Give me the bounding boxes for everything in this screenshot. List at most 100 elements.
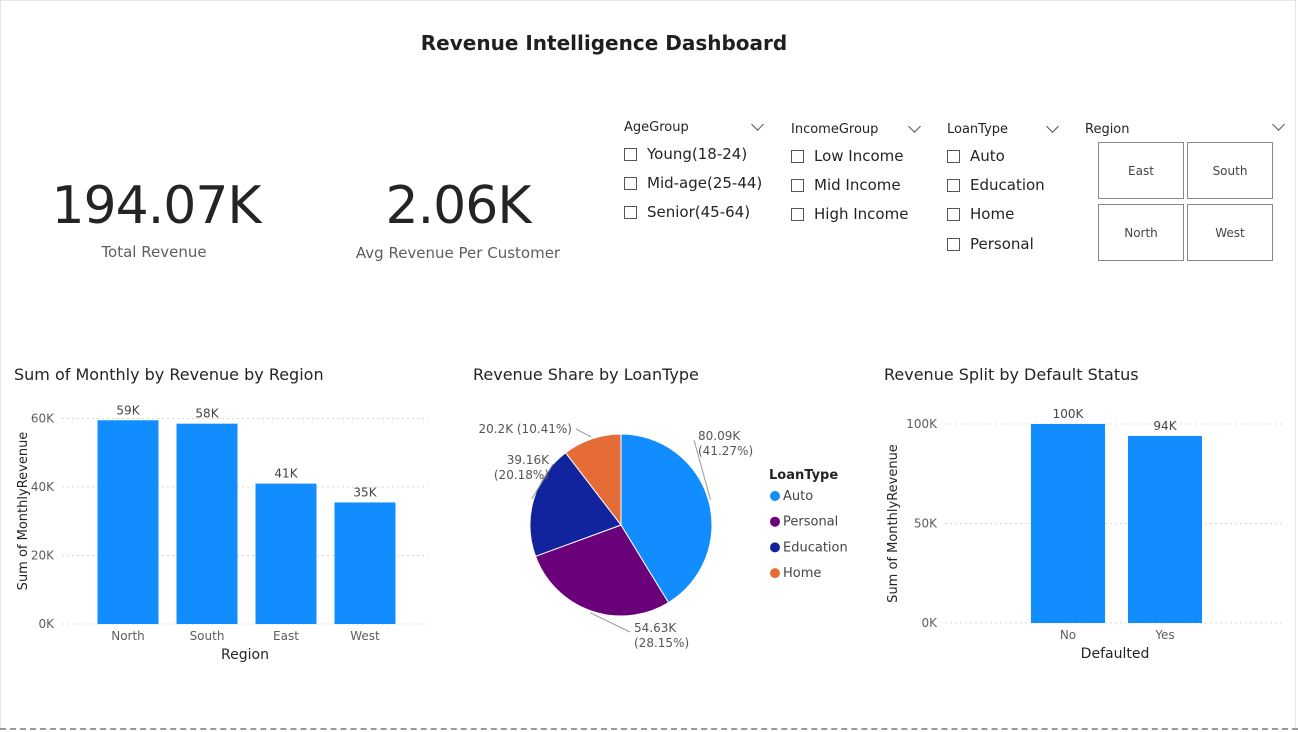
checkbox[interactable] — [624, 205, 637, 219]
data-label: 94K — [1153, 419, 1177, 433]
checkbox[interactable] — [624, 147, 637, 161]
bar-south — [176, 423, 238, 624]
y-tick-label: 20K — [31, 549, 55, 563]
x-tick-label: South — [190, 629, 225, 643]
legend-marker — [770, 568, 780, 579]
x-tick-label: No — [1060, 628, 1076, 642]
y-tick-label: 0K — [38, 617, 55, 631]
y-tick-label: 50K — [914, 517, 938, 531]
region-tile-west[interactable]: West — [1187, 204, 1273, 261]
data-label-value: 80.09K — [698, 429, 741, 443]
x-axis-title: Region — [221, 647, 269, 663]
option-label: Senior(45-64) — [647, 203, 751, 221]
bar-yes — [1128, 435, 1202, 623]
x-tick-label: North — [111, 629, 145, 643]
checkbox[interactable] — [947, 237, 960, 251]
region-chart-title: Sum of Monthly by Revenue by Region — [14, 365, 324, 384]
legend-item-personal: Personal — [783, 515, 838, 530]
legend-item-education: Education — [783, 540, 848, 555]
checkbox[interactable] — [791, 149, 804, 163]
option-label: Education — [970, 176, 1045, 194]
agegroup-option-senior[interactable]: Senior(45-64) — [624, 203, 750, 221]
default-chart-title: Revenue Split by Default Status — [884, 365, 1139, 384]
y-axis-title: Sum of MonthlyRevenue — [886, 444, 901, 603]
loantype-option-education[interactable]: Education — [947, 176, 1045, 194]
checkbox[interactable] — [624, 176, 637, 190]
data-label: 35K — [353, 485, 377, 499]
option-label: Young(18-24) — [647, 145, 748, 163]
y-tick-label: 40K — [31, 480, 55, 494]
pie-slice-home — [564, 433, 622, 527]
region-slicer-title: Region — [1085, 122, 1130, 137]
checkbox[interactable] — [947, 178, 960, 192]
option-label: Mid-age(25-44) — [647, 174, 763, 192]
option-label: Low Income — [814, 147, 904, 165]
leader-line — [590, 612, 631, 633]
x-axis-title: Defaulted — [1081, 646, 1150, 662]
y-axis-title: Sum of MonthlyRevenue — [16, 432, 31, 591]
pie-slice-education — [529, 452, 622, 557]
total-revenue-value: 194.07K — [51, 176, 261, 236]
incomegroup-option-mid[interactable]: Mid Income — [791, 176, 901, 194]
incomegroup-option-high[interactable]: High Income — [791, 205, 908, 223]
agegroup-option-young[interactable]: Young(18-24) — [624, 145, 747, 163]
data-label: 58K — [195, 407, 219, 421]
page-title: Revenue Intelligence Dashboard — [420, 31, 788, 55]
legend-marker — [770, 542, 780, 553]
loantype-pie-chart: 80.09K(41.27%) 54.63K(28.15%) 39.16K(20.18… — [478, 422, 848, 650]
legend-title: LoanType — [769, 468, 838, 483]
data-label: 41K — [274, 467, 298, 481]
incomegroup-option-low[interactable]: Low Income — [791, 147, 904, 165]
leader-line — [575, 428, 592, 438]
region-tile-east[interactable]: East — [1098, 142, 1184, 199]
pie-slice-personal — [534, 524, 670, 617]
total-revenue-label: Total Revenue — [101, 243, 207, 261]
x-tick-label: East — [273, 629, 299, 643]
option-label: Auto — [970, 147, 1005, 165]
y-tick-label: 100K — [906, 417, 938, 431]
avg-revenue-label: Avg Revenue Per Customer — [355, 244, 561, 262]
avg-revenue-value: 2.06K — [385, 176, 532, 236]
legend-item-auto: Auto — [783, 489, 813, 504]
leader-line — [531, 463, 554, 500]
data-label: 59K — [116, 403, 140, 417]
page-bottom-border — [0, 728, 1298, 730]
bar-west — [334, 502, 396, 624]
default-bar-chart: 0K 50K 100K 100K No 94K Yes Defaulted Sum of Mon… — [886, 407, 1285, 662]
option-label: Mid Income — [814, 176, 901, 194]
y-tick-label: 0K — [921, 616, 938, 630]
bar-no — [1031, 424, 1105, 623]
bar-north — [97, 420, 159, 624]
legend-marker — [770, 516, 780, 527]
loantype-chart-title: Revenue Share by LoanType — [473, 365, 699, 384]
agegroup-slicer-title: AgeGroup — [624, 120, 689, 135]
incomegroup-slicer-title: IncomeGroup — [791, 122, 879, 137]
checkbox[interactable] — [791, 178, 804, 192]
loantype-option-home[interactable]: Home — [947, 205, 1014, 223]
checkbox[interactable] — [947, 149, 960, 163]
option-label: High Income — [814, 205, 909, 223]
region-tile-north[interactable]: North — [1098, 204, 1184, 261]
bar-east — [255, 483, 317, 624]
agegroup-option-mid-age[interactable]: Mid-age(25-44) — [624, 174, 762, 192]
x-tick-label: Yes — [1154, 628, 1174, 642]
region-tile-south[interactable]: South — [1187, 142, 1273, 199]
legend-marker — [770, 491, 780, 501]
checkbox[interactable] — [791, 207, 804, 221]
data-label-percent: (20.18%) — [494, 468, 549, 482]
option-label: Personal — [970, 235, 1034, 253]
data-label: 100K — [1053, 407, 1085, 421]
data-label-percent: (28.15%) — [634, 636, 689, 650]
legend-item-home: Home — [783, 566, 821, 581]
pie-slice-auto — [620, 433, 713, 604]
data-label-value: 39.16K — [507, 453, 550, 467]
loantype-option-auto[interactable]: Auto — [947, 147, 1005, 165]
option-label: Home — [970, 205, 1015, 223]
data-label: 20.2K (10.41%) — [478, 422, 572, 436]
region-bar-chart: 0K 20K 40K 60K 59K North 58K South 41K East 35K Wes… — [16, 403, 428, 663]
checkbox[interactable] — [947, 207, 960, 221]
loantype-option-personal[interactable]: Personal — [947, 235, 1034, 253]
data-label-value: 54.63K — [634, 621, 677, 635]
x-tick-label: West — [350, 629, 380, 643]
